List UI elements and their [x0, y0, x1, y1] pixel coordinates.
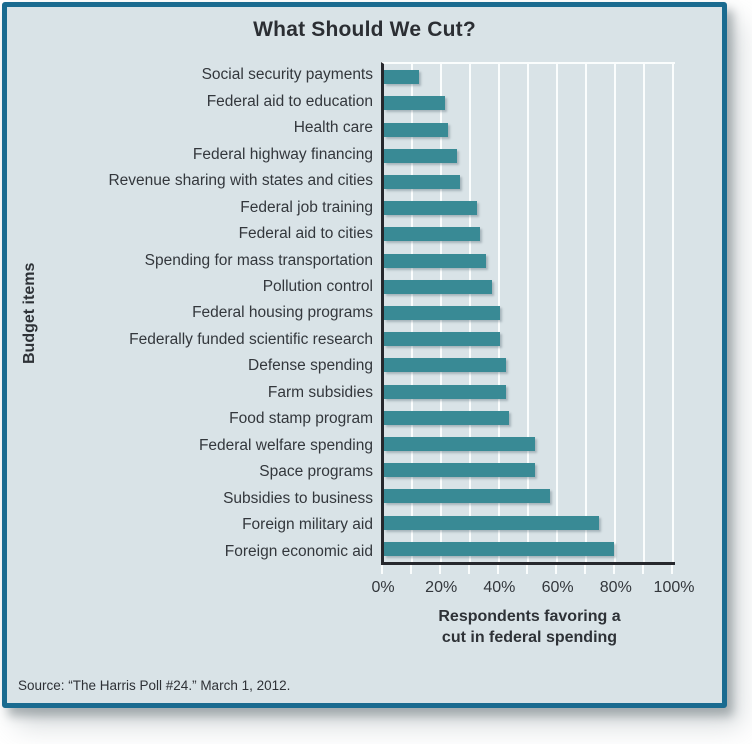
bar: [384, 253, 486, 268]
bar: [384, 122, 449, 137]
x-tick-label: 20%: [425, 579, 458, 596]
category-label: Federal aid to cities: [238, 225, 373, 243]
bar: [384, 227, 481, 242]
x-axis-tick-labels: 0% 20% 40% 60% 80% 100%: [371, 579, 694, 601]
x-axis-ticks: [381, 565, 675, 574]
bar-row: [384, 195, 675, 221]
bar: [384, 358, 507, 373]
x-tick-label: 60%: [541, 579, 574, 596]
bar-row: [384, 143, 675, 169]
bar: [384, 148, 457, 163]
category-label: Federal job training: [240, 198, 373, 216]
bar-row: [384, 300, 675, 326]
bar-row: [384, 431, 675, 457]
bar: [384, 541, 614, 556]
bar-row: [384, 90, 675, 116]
bar-row: [384, 64, 675, 90]
bar: [384, 305, 501, 320]
bar-row: [384, 483, 675, 509]
bar-row: [384, 247, 675, 273]
bar-row: [384, 457, 675, 483]
category-label: Federal aid to education: [206, 92, 373, 110]
bar: [384, 201, 478, 216]
plot-area: [381, 62, 675, 565]
bar-row: [384, 378, 675, 404]
bar: [384, 515, 600, 530]
bar: [384, 489, 550, 504]
category-label: Spending for mass transportation: [144, 251, 373, 269]
figure-frame: What Should We Cut? Budget items Social …: [2, 2, 727, 708]
bar: [384, 410, 510, 425]
bar: [384, 463, 536, 478]
category-label: Revenue sharing with states and cities: [108, 172, 373, 190]
bar-row: [384, 405, 675, 431]
bar-row: [384, 509, 675, 535]
bar: [384, 332, 501, 347]
source-note: Source: “The Harris Poll #24.” March 1, …: [18, 678, 291, 693]
bar: [384, 279, 492, 294]
category-label: Food stamp program: [229, 410, 373, 428]
category-label: Social security payments: [201, 66, 373, 84]
x-tick-label: 100%: [653, 579, 695, 596]
x-axis-title: Respondents favoring a cut in federal sp…: [438, 608, 621, 646]
category-label: Farm subsidies: [267, 383, 373, 401]
category-label: Subsidies to business: [223, 489, 373, 507]
bar: [384, 384, 507, 399]
x-tick-label: 80%: [599, 579, 632, 596]
chart-area: Social security payments Federal aid to e…: [7, 62, 675, 565]
bar: [384, 96, 446, 111]
bar: [384, 436, 536, 451]
bar: [384, 70, 419, 85]
category-label: Pollution control: [262, 277, 373, 295]
bar: [384, 174, 460, 189]
bar-row: [384, 116, 675, 142]
bar-row: [384, 169, 675, 195]
category-label: Federal highway financing: [192, 145, 373, 163]
chart-title: What Should We Cut?: [253, 18, 476, 41]
category-label: Foreign military aid: [242, 516, 373, 534]
category-labels: Social security payments Federal aid to e…: [7, 62, 381, 565]
x-tick-label: 0%: [371, 579, 395, 596]
category-label: Defense spending: [248, 357, 373, 375]
category-label: Federally funded scientific research: [129, 330, 373, 348]
category-label: Health care: [293, 119, 373, 137]
category-label: Federal housing programs: [192, 304, 373, 322]
category-label: Federal welfare spending: [198, 436, 373, 454]
category-label: Foreign economic aid: [224, 542, 373, 560]
x-tick-label: 40%: [483, 579, 516, 596]
bar-row: [384, 274, 675, 300]
bar-row: [384, 536, 675, 562]
bar-row: [384, 352, 675, 378]
bar-row: [384, 326, 675, 352]
bar-row: [384, 221, 675, 247]
category-label: Space programs: [259, 463, 373, 481]
